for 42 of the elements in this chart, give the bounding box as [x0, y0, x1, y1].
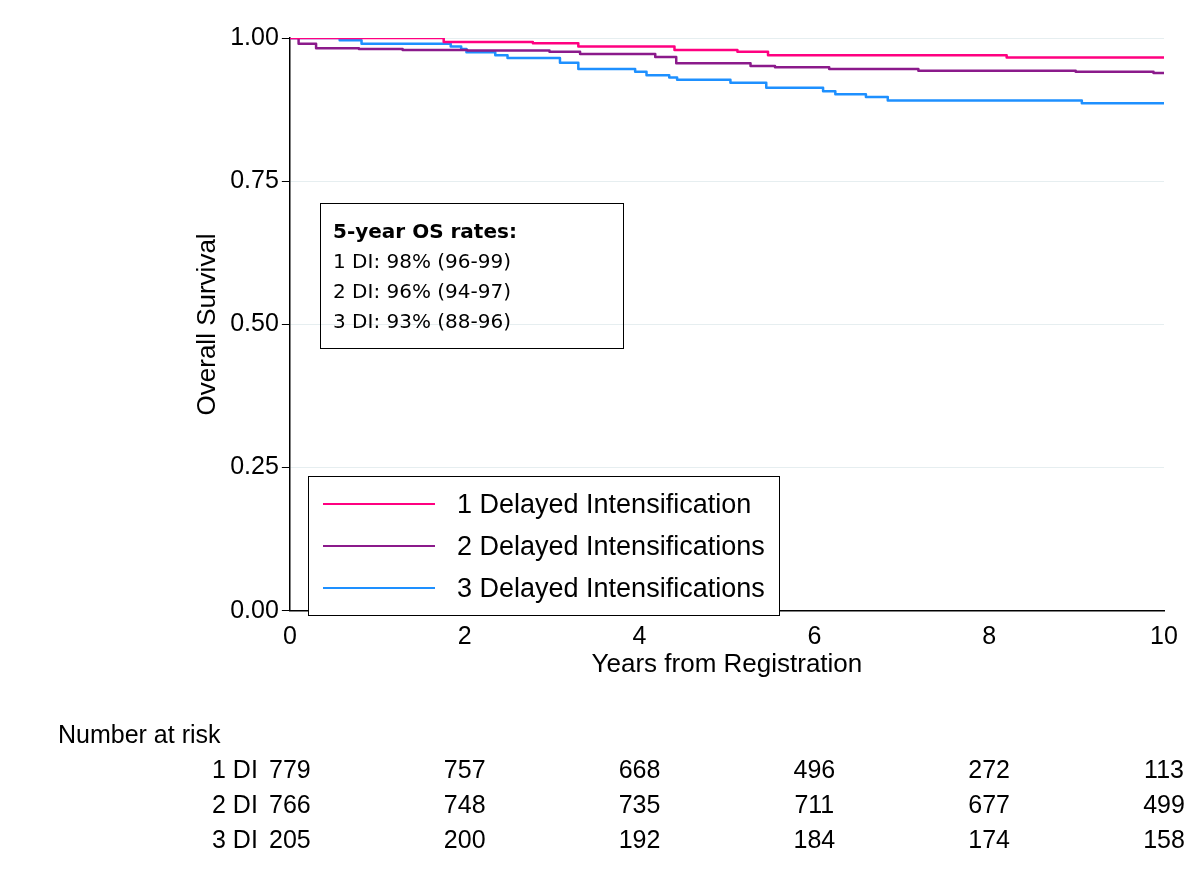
x-tick-label: 4 — [632, 620, 647, 649]
text: 677 — [968, 789, 1011, 818]
text: 779 — [269, 754, 311, 783]
text: 499 — [1143, 789, 1185, 818]
x-axis-title: Years from Registration — [591, 647, 863, 678]
text: 711 — [794, 789, 835, 818]
text: 158 — [1143, 824, 1185, 853]
y-tick-label: 0.75 — [230, 165, 279, 194]
legend-label: 3 Delayed Intensifications — [457, 572, 765, 604]
annotation: 3 DI: 93% (88-96) — [333, 308, 512, 335]
text: 272 — [968, 754, 1011, 783]
text: 205 — [269, 824, 311, 853]
text: 735 — [618, 789, 661, 818]
text: 496 — [793, 754, 836, 783]
text: 192 — [618, 824, 661, 853]
legend-label: 2 Delayed Intensifications — [457, 530, 765, 562]
text: Number at risk — [58, 719, 222, 748]
text: 3 DI — [212, 824, 258, 853]
text: 748 — [443, 789, 486, 818]
annotation: 2 DI: 96% (94-97) — [333, 278, 512, 305]
x-tick-label: 0 — [282, 620, 297, 649]
text: 766 — [269, 789, 311, 818]
x-tick-label: 10 — [1150, 620, 1178, 649]
annotation: 1 DI: 98% (96-99) — [333, 248, 512, 275]
text: 668 — [618, 754, 661, 783]
y-tick-label: 0.50 — [230, 308, 279, 337]
x-tick-label: 6 — [807, 620, 822, 649]
text: 184 — [793, 824, 836, 853]
annotation: 5-year OS rates: — [333, 218, 518, 245]
x-tick-label: 2 — [457, 620, 472, 649]
y-axis-title: Overall Survival — [190, 233, 221, 416]
text: 2 DI — [212, 789, 258, 818]
text: 200 — [443, 824, 486, 853]
legend-label: 1 Delayed Intensification — [457, 488, 752, 520]
text: 174 — [968, 824, 1011, 853]
y-tick-label: 1.00 — [230, 21, 279, 50]
text: 1 DI — [212, 754, 258, 783]
y-tick-label: 0.25 — [230, 451, 279, 480]
y-tick-label: 0.00 — [230, 594, 279, 623]
x-tick-label: 8 — [982, 620, 997, 649]
text: 113 — [1144, 754, 1184, 783]
text: 757 — [443, 754, 486, 783]
